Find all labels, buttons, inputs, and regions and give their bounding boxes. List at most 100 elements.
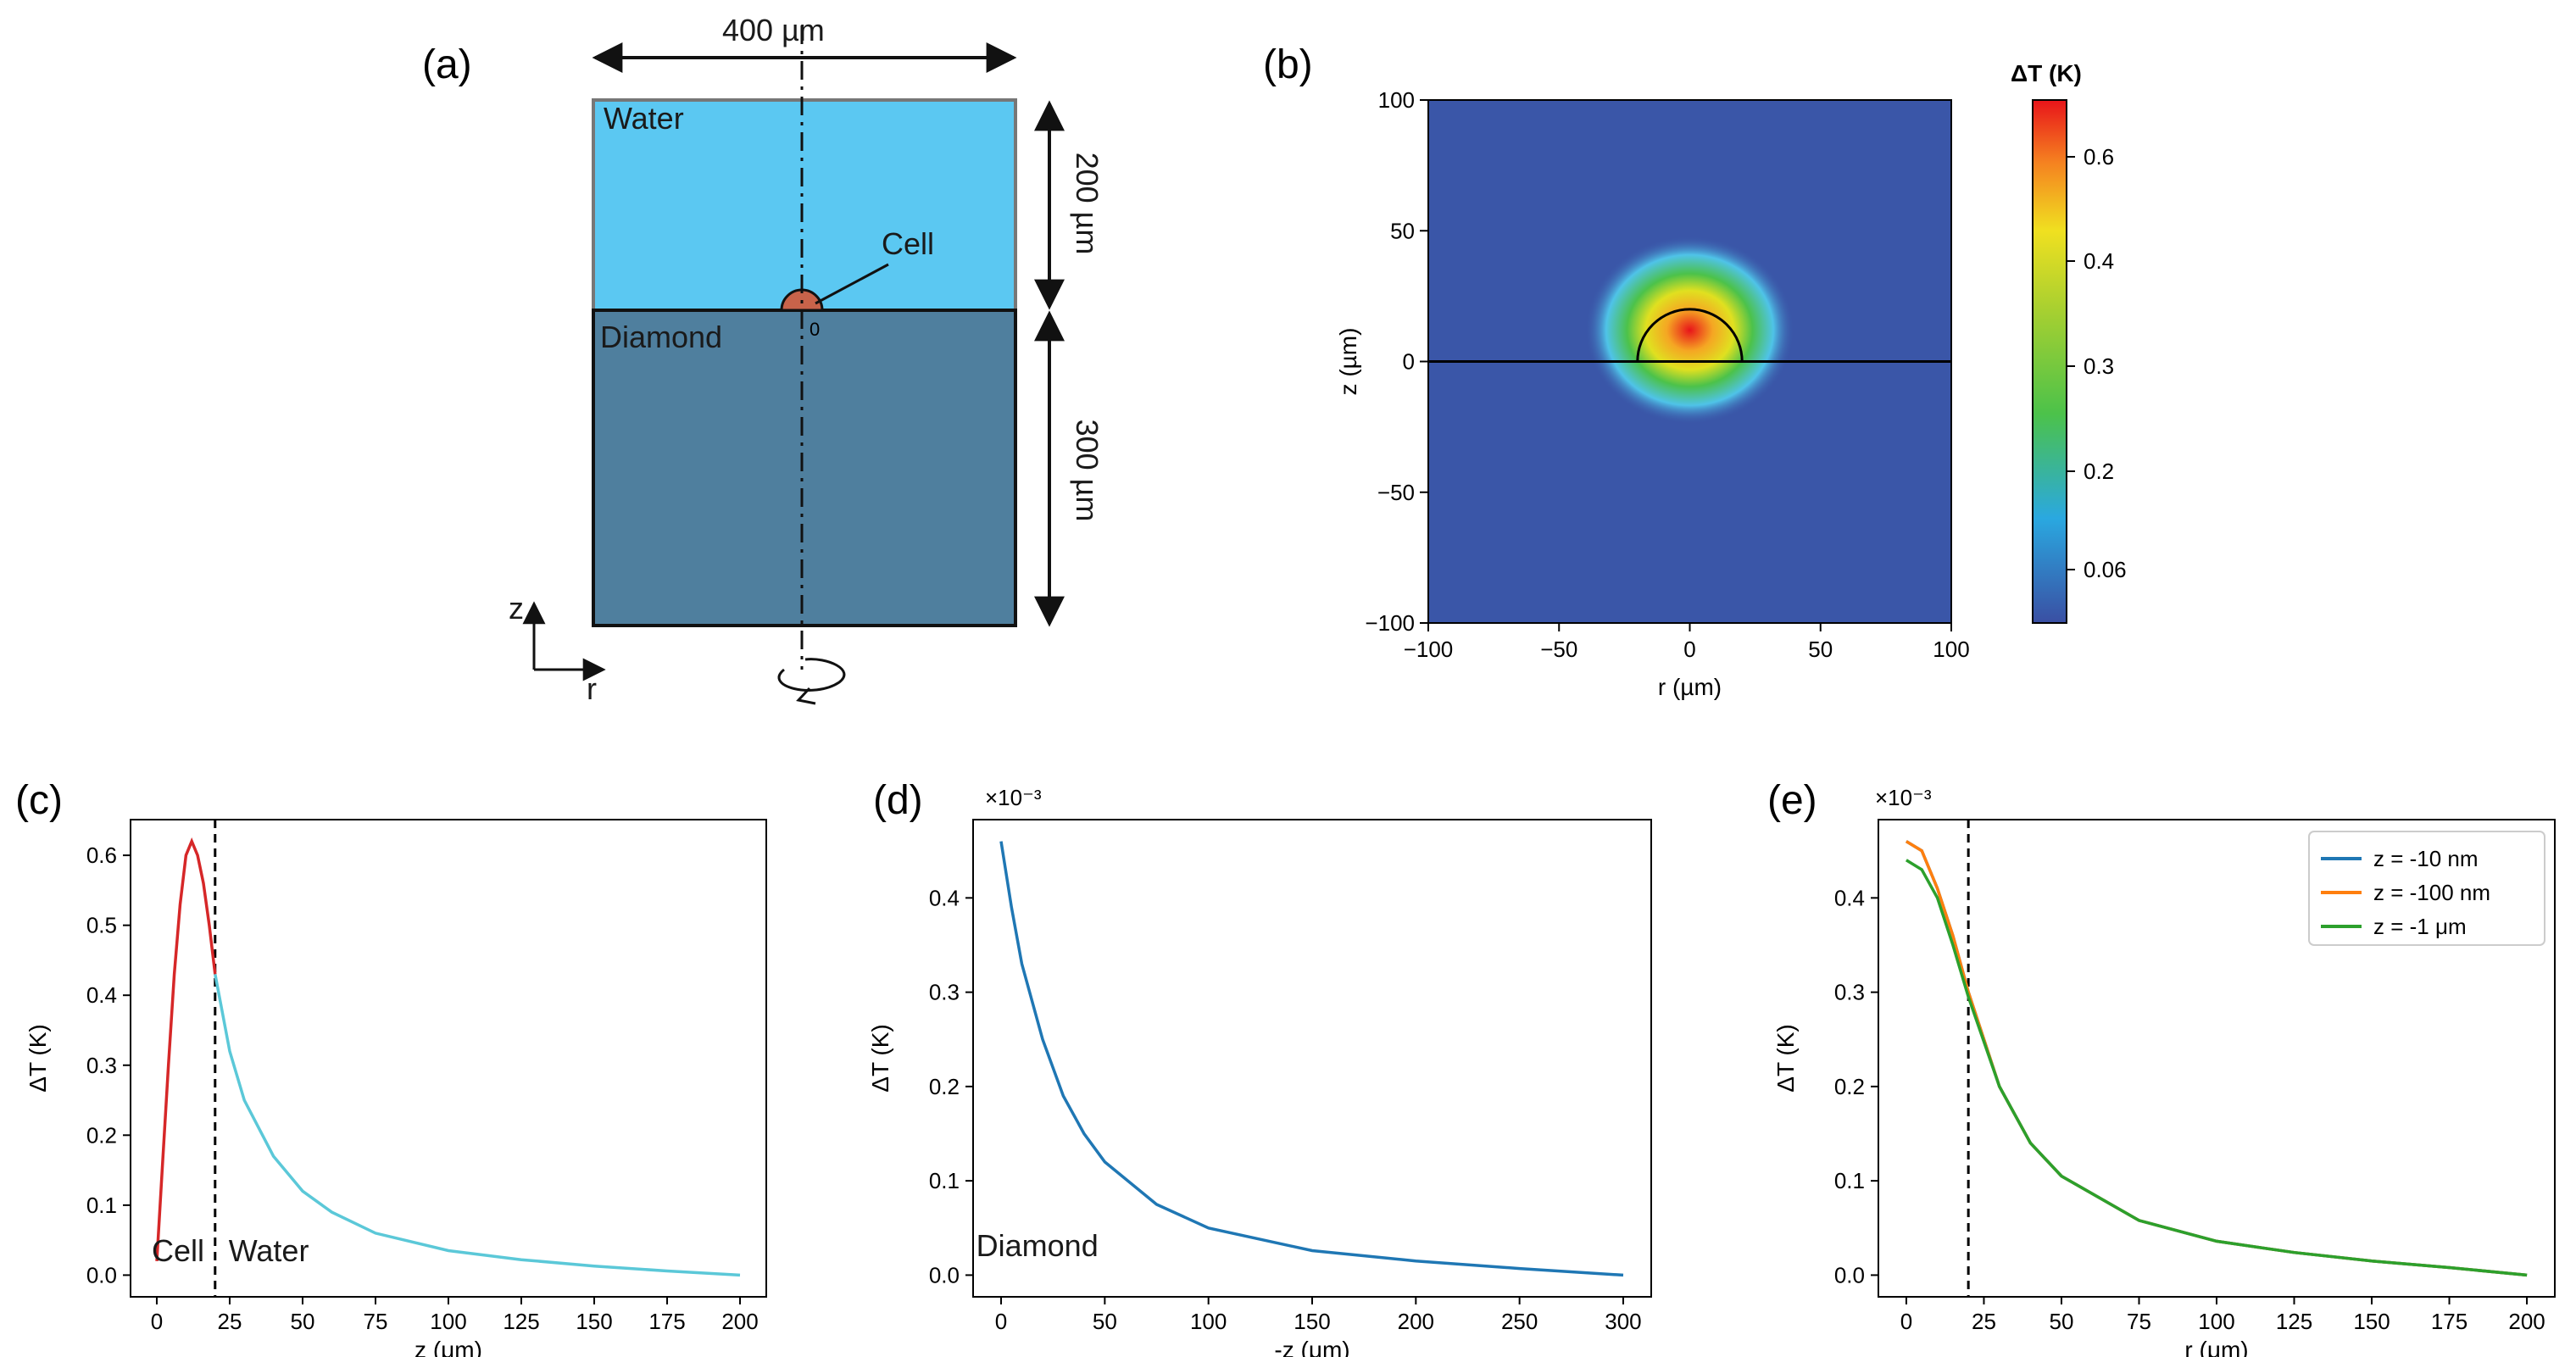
x-tick-label: 175 [648,1309,685,1334]
cell-pointer [815,263,889,305]
y-axis-label: ΔT (K) [1772,1024,1799,1092]
y-tick-label: 0.1 [929,1168,960,1193]
y-tick-label: 0.3 [1834,980,1865,1005]
colorbar-tick-label: 0.4 [2084,248,2114,274]
bottom-height-label: 300 µm [1070,420,1104,522]
y-tick-label: 0.0 [86,1262,117,1287]
diamond-region [592,309,1017,627]
plot-frame [130,819,767,1298]
panel-label: (c) [15,778,63,823]
annotation-diamond: Diamond [976,1228,1099,1263]
rotation-arrowhead [796,687,816,705]
water-region [592,98,1017,312]
panel-label: (d) [873,778,923,823]
x-tick-label: 300 [1605,1309,1641,1334]
water-label: Water [604,101,684,136]
diamond-label: Diamond [600,320,722,354]
y-tick-label: 50 [1390,218,1415,243]
y-tick-label: 0.2 [1834,1074,1865,1099]
y-tick-label: 0.1 [1834,1168,1865,1193]
x-tick-label: 125 [503,1309,539,1334]
top-height-label: 200 µm [1070,153,1104,255]
x-tick-label: 150 [576,1309,612,1334]
x-axis-label: r (μm) [2184,1337,2248,1357]
x-tick-label: 250 [1501,1309,1538,1334]
x-tick-label: 100 [1933,637,1969,662]
x-axis-label: -z (μm) [1274,1337,1349,1357]
y-tick-label: 0.4 [1834,885,1865,910]
x-tick-label: 50 [1808,637,1833,662]
x-axis-label: z (μm) [414,1337,482,1357]
colorbar-tick-label: 0.6 [2084,144,2114,170]
x-tick-label: 25 [1972,1309,1996,1334]
scale-label: ×10⁻³ [985,785,1042,810]
colorbar-ticks: 0.06 0.2 0.3 0.4 0.6 [2067,144,2127,582]
x-tick-label: 200 [1398,1309,1434,1334]
y-tick-label: 0.2 [86,1122,117,1148]
plot-frame [972,819,1652,1298]
x-tick-label: 0 [1900,1309,1912,1334]
x-tick-label: 100 [2198,1309,2234,1334]
legend-entry: z = -10 nm [2373,846,2479,871]
legend-box [2308,831,2545,946]
colorbar-title: ΔT (K) [2011,60,2082,86]
y-tick-label: 0.2 [929,1074,960,1099]
x-tick-label: 25 [218,1309,242,1334]
colorbar-tick-label: 0.3 [2084,353,2114,379]
x-tick-label: 100 [1190,1309,1227,1334]
y-tick-label: −50 [1377,480,1415,505]
heatmap-ticks: −100 −50 0 50 100 −100 −50 0 50 100 [1365,87,1969,662]
y-tick-label: 100 [1378,87,1415,113]
y-tick-label: 0.3 [929,980,960,1005]
x-tick-label: 175 [2431,1309,2468,1334]
series-line [999,841,1624,1277]
x-tick-label: 200 [2508,1309,2545,1334]
legend-entry: z = -100 nm [2373,880,2490,905]
heatmap-x-label: r (µm) [1658,674,1722,700]
annotation-water: Water [229,1233,309,1268]
panel-d-chart: (d) 0 50 100 150 200 250 300 0.0 0.1 0.2 0.3 0.4 -z (… [867,778,1652,1357]
x-tick-label: 150 [1294,1309,1330,1334]
x-tick-label: 200 [721,1309,758,1334]
x-tick-label: 150 [2353,1309,2390,1334]
heat-distribution [1585,236,1794,425]
panel-e-chart: (e) 0 25 50 75 100 125 150 175 200 0.0 0.1 0.2 0.3 0.4… [1767,778,2556,1357]
axis-r-label: r [587,671,597,706]
rotation-symbol [777,658,846,692]
y-tick-label: 0.6 [86,843,117,868]
x-tick-label: 0 [151,1309,163,1334]
scale-label: ×10⁻³ [1875,785,1932,810]
x-tick-label: 0 [995,1309,1007,1334]
series-line [1905,859,2528,1277]
x-tick-label: 50 [2050,1309,2074,1334]
y-axis-label: ΔT (K) [867,1024,893,1092]
y-tick-label: −100 [1365,610,1415,636]
legend-entry: z = -1 μm [2373,914,2467,939]
panel-c-chart: (c) 0 25 50 75 100 125 150 175 200 0.0 0.1 0.2 0.3 0.4… [15,778,767,1357]
panel-a-label: (a) [422,42,472,87]
width-label: 400 µm [722,13,825,47]
panel-b-heatmap: (b) −100 −50 0 50 100 −100 −50 0 50 100 r (µm) z … [1263,42,2127,700]
series-line [214,974,741,1277]
panel-a-schematic: (a) 400 µm 200 µm 300 µm Water Diamond C… [422,13,1104,706]
annotation-cell: Cell [152,1233,204,1268]
x-tick-label: 100 [430,1309,466,1334]
y-axis-label: ΔT (K) [25,1024,51,1092]
y-tick-label: 0 [1403,349,1415,375]
y-tick-label: 0.0 [1834,1262,1865,1287]
x-tick-label: 75 [2127,1309,2151,1334]
cell-outline [1636,308,1744,362]
y-tick-label: 0.4 [86,982,117,1008]
origin-label: 0 [810,319,820,340]
x-tick-label: 75 [364,1309,388,1334]
x-tick-label: −100 [1404,637,1454,662]
series-line [155,837,217,1262]
colorbar-tick-label: 0.2 [2084,459,2114,484]
x-tick-label: 0 [1683,637,1695,662]
x-tick-label: 50 [1093,1309,1117,1334]
y-tick-label: 0.0 [929,1262,960,1287]
panel-b-label: (b) [1263,42,1313,87]
y-tick-label: 0.5 [86,913,117,938]
axis-z-label: z [509,591,524,626]
